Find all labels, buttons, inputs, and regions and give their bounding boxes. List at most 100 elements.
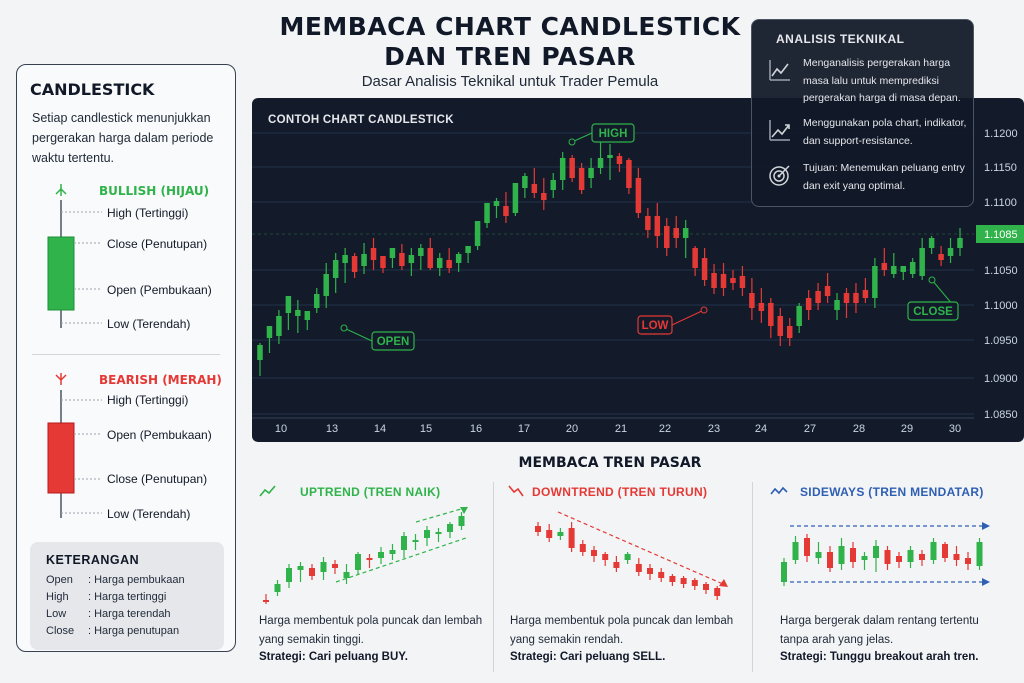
candle-body xyxy=(613,562,620,568)
x-tick-label: 16 xyxy=(470,423,482,435)
candle-body xyxy=(535,526,541,532)
candle-body xyxy=(805,298,812,310)
candle-body xyxy=(285,296,292,313)
candle-body xyxy=(446,260,452,268)
candle-body xyxy=(332,564,338,568)
y-tick-label: 1.0950 xyxy=(984,335,1018,347)
open-marker-leader xyxy=(343,327,373,342)
candle-body xyxy=(965,558,971,564)
candle-body xyxy=(295,310,301,316)
candle-body xyxy=(591,550,597,556)
candle-body xyxy=(436,258,443,268)
candlestick-panel-description: Setiap candlestick menunjukkan pergeraka… xyxy=(32,111,214,165)
uptrend-chart xyxy=(263,506,469,604)
x-tick-label: 10 xyxy=(275,423,287,435)
candle-body xyxy=(834,300,840,310)
uptrend-description: Harga membentuk pola puncak dan lembah y… xyxy=(259,615,483,646)
candle-body xyxy=(557,532,564,536)
candle-body xyxy=(900,266,906,272)
candle-body xyxy=(342,255,348,263)
candle-body xyxy=(522,176,528,188)
candle-body xyxy=(274,584,281,592)
x-tick-label: 24 xyxy=(755,423,767,435)
candle-body xyxy=(343,572,350,578)
candle-body xyxy=(781,562,787,582)
candle-body xyxy=(332,260,339,278)
legend-box xyxy=(30,542,224,650)
high-marker-leader xyxy=(571,132,593,143)
candle-body xyxy=(872,266,878,298)
legend-row: Close: Harga penutupan xyxy=(46,625,180,637)
bullish-high-label: High (Tertinggi) xyxy=(107,206,189,220)
candle-body xyxy=(976,542,983,566)
bearish-low-label: Low (Terendah) xyxy=(107,507,191,521)
candle-body xyxy=(304,311,311,320)
page-subtitle: Dasar Analisis Teknikal untuk Trader Pem… xyxy=(361,73,659,90)
candle-body xyxy=(714,588,721,596)
candle-body xyxy=(815,552,822,558)
candle-body xyxy=(891,266,897,274)
high-marker-dot xyxy=(568,138,576,146)
technical-analysis-item-3: Tujuan: Menemukan peluang entry dan exit… xyxy=(803,162,965,192)
candle-body xyxy=(658,572,665,578)
candle-body xyxy=(323,274,329,296)
downtrend-line xyxy=(557,511,724,585)
candle-body xyxy=(427,248,434,268)
candle-body xyxy=(399,253,405,266)
x-tick-label: 28 xyxy=(853,423,865,435)
technical-analysis-title: ANALISIS TEKNIKAL xyxy=(776,32,905,46)
example-chart-title: CONTOH CHART CANDLESTICK xyxy=(268,114,454,126)
bullish-open-label: Open (Pembukaan) xyxy=(107,283,212,297)
candle-body xyxy=(366,558,373,560)
candle-body xyxy=(664,226,670,248)
candle-body xyxy=(768,303,774,326)
candle-body xyxy=(861,556,868,560)
bullish-candle-icon xyxy=(55,184,67,196)
candle-body xyxy=(862,290,869,298)
candle-body xyxy=(838,546,845,564)
candle-body xyxy=(647,568,653,574)
column-separator xyxy=(493,482,494,672)
candle-body xyxy=(351,256,358,272)
candle-body xyxy=(447,524,453,532)
sideways-icon xyxy=(770,486,788,495)
candle-body xyxy=(624,554,631,560)
x-tick-label: 27 xyxy=(804,423,816,435)
candle-body xyxy=(266,326,273,338)
close-marker-label: CLOSE xyxy=(913,306,953,318)
candle-body xyxy=(692,248,698,268)
candle-body xyxy=(597,158,604,168)
candle-body xyxy=(909,262,916,274)
legend-row: Low: Harga terendah xyxy=(46,608,171,620)
candle-body xyxy=(824,286,831,296)
candle-body xyxy=(503,206,509,216)
page-title: MEMBACA CHART CANDLESTICK DAN TREN PASAR xyxy=(250,12,770,72)
candle-body xyxy=(680,578,687,584)
candle-body xyxy=(493,201,500,206)
downtrend-strategy: Strategi: Cari peluang SELL. xyxy=(510,651,666,663)
candle-body xyxy=(804,538,810,556)
x-tick-label: 29 xyxy=(901,423,913,435)
line-chart-icon xyxy=(769,60,790,81)
candle-body xyxy=(884,550,891,564)
candle-body xyxy=(850,548,856,562)
candle-body xyxy=(435,532,442,534)
candle-body xyxy=(930,542,937,560)
candle-body xyxy=(370,248,377,260)
y-tick-label: 1.1000 xyxy=(984,300,1018,312)
y-tick-label: 1.0900 xyxy=(984,373,1018,385)
current-price-tag xyxy=(976,225,1024,243)
x-tick-label: 20 xyxy=(566,423,578,435)
candle-body xyxy=(749,293,755,308)
candle-body xyxy=(309,568,315,576)
target-icon xyxy=(769,165,790,186)
candle-body xyxy=(408,255,415,263)
y-tick-label: 1.1150 xyxy=(984,162,1017,174)
bullish-low-label: Low (Terendah) xyxy=(107,317,191,331)
candle-body xyxy=(378,552,384,558)
candle-body xyxy=(276,316,282,336)
candle-body xyxy=(701,258,708,280)
low-marker-label: LOW xyxy=(642,320,669,332)
candle-body xyxy=(616,156,623,164)
open-marker-dot xyxy=(340,324,348,332)
